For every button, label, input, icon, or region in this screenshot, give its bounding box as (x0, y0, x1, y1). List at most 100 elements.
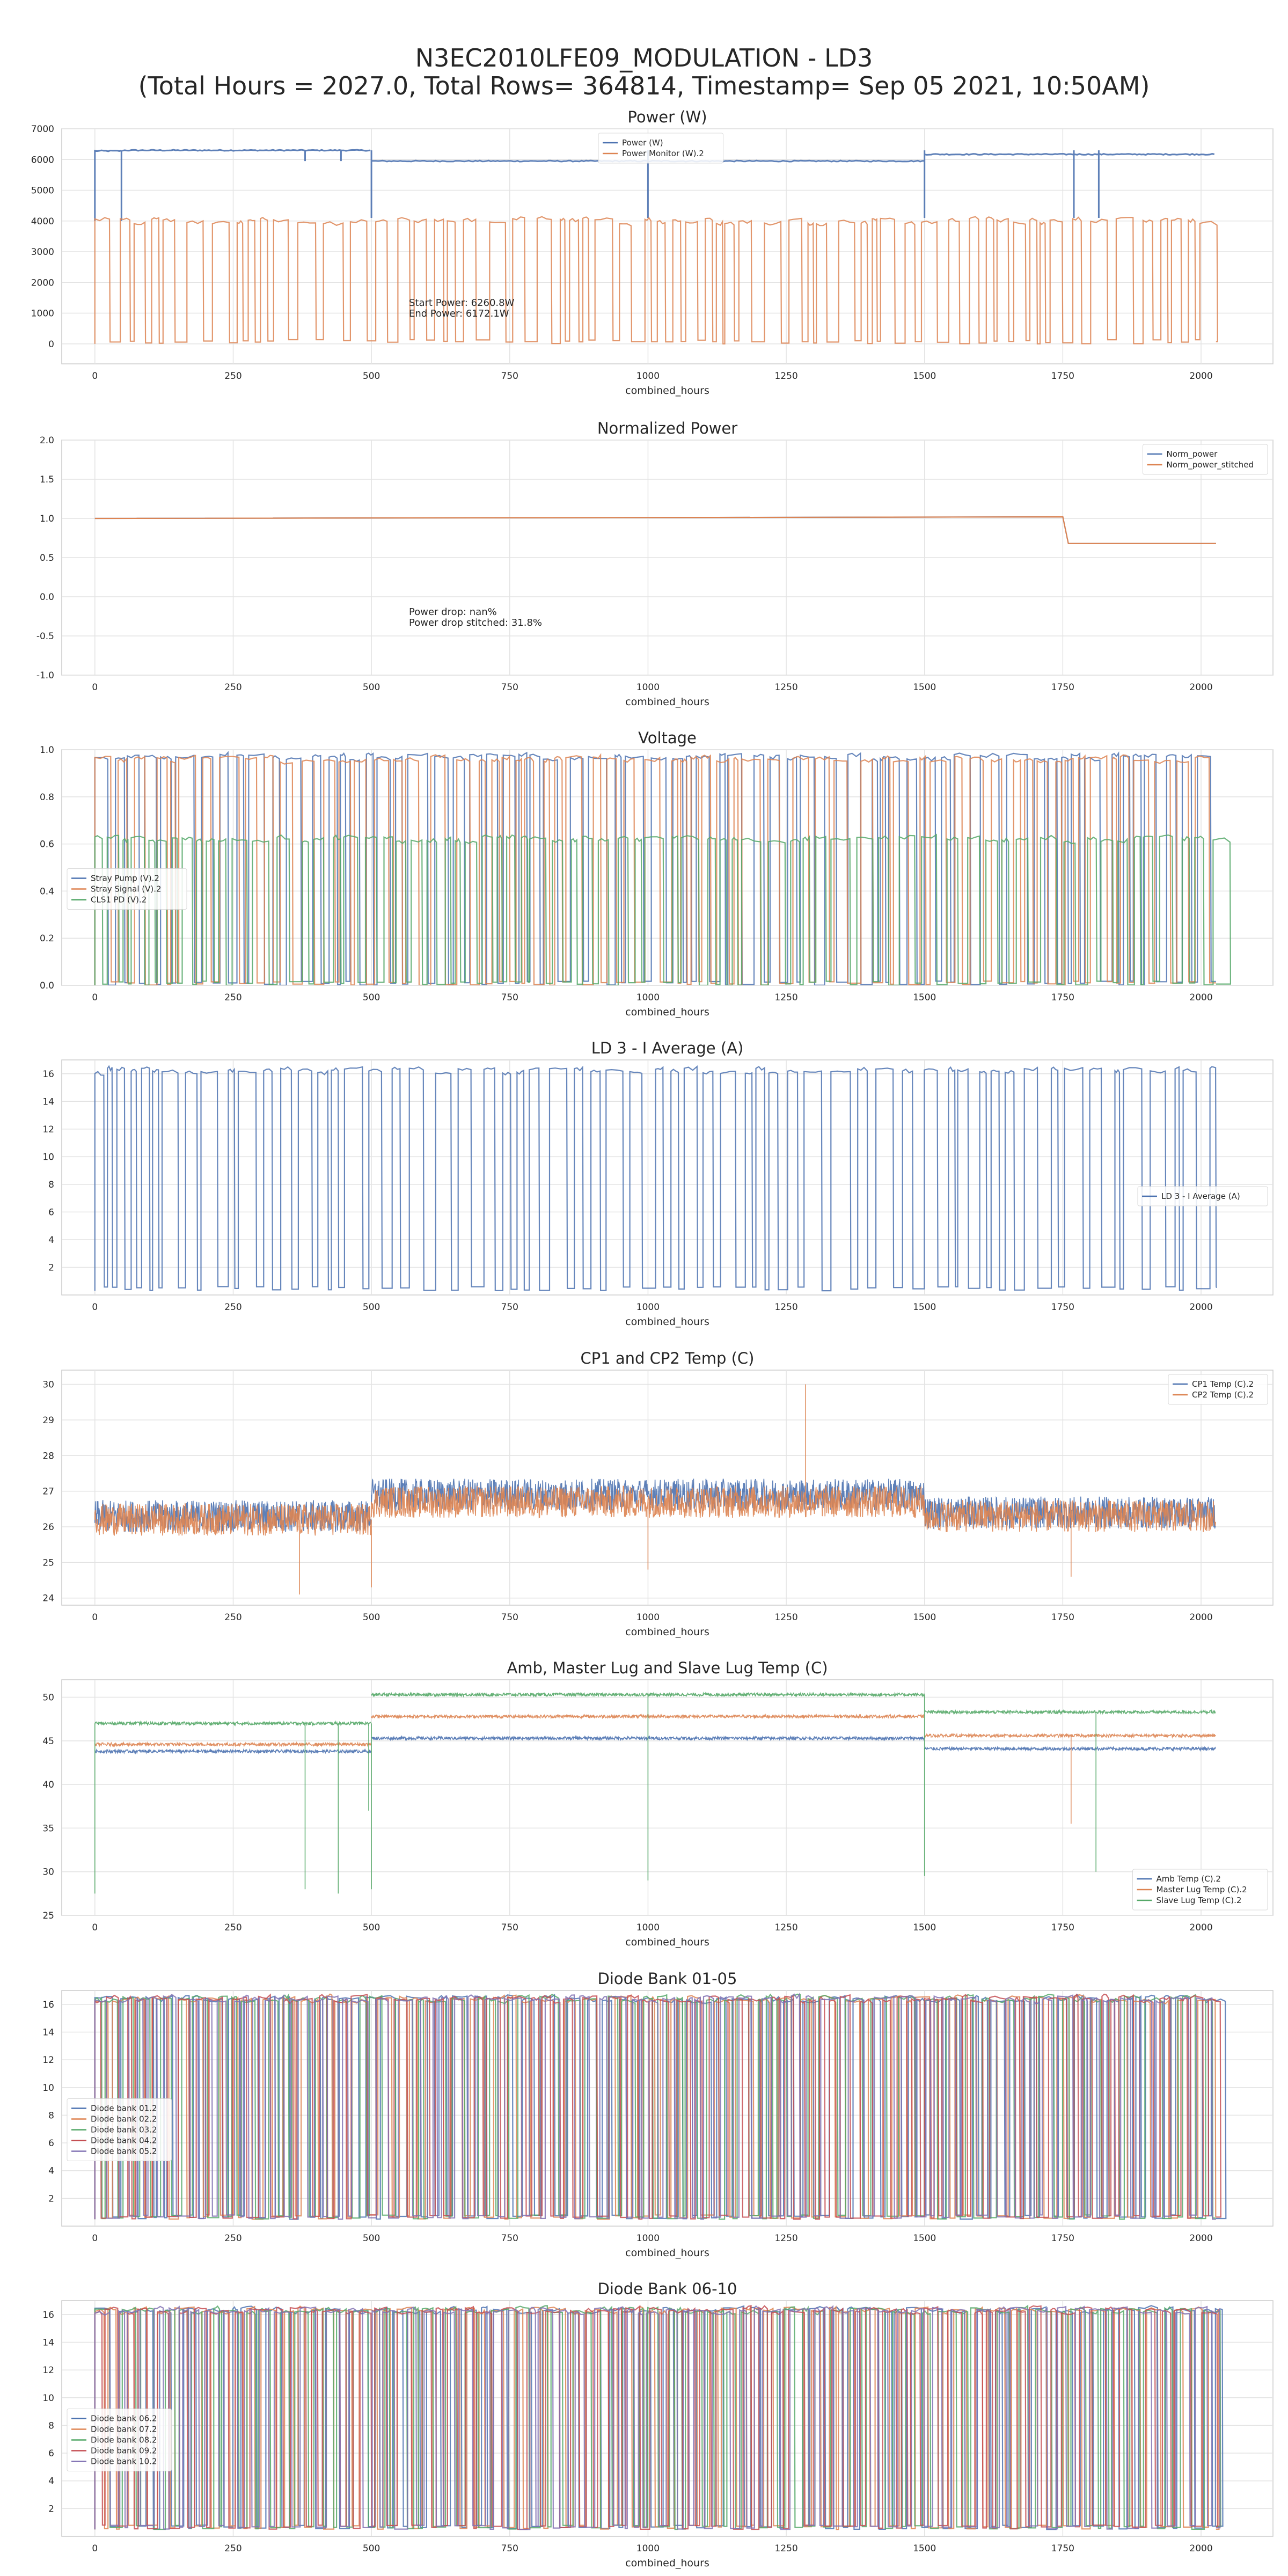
legend-label: Diode bank 06.2 (91, 2414, 157, 2424)
series-line (94, 2305, 1220, 2530)
y-tick-label: -0.5 (36, 631, 54, 642)
x-tick-label: 0 (92, 1922, 98, 1933)
y-tick-label: 14 (42, 2337, 54, 2348)
legend-label: CLS1 PD (V).2 (91, 895, 147, 905)
chart-title: Diode Bank 01-05 (598, 1970, 737, 1988)
x-tick-label: 250 (224, 2543, 241, 2554)
y-tick-label: 7000 (31, 124, 54, 135)
x-tick-label: 0 (92, 992, 98, 1003)
chart-panel-7: 0 250 500 750 1000 1250 1500 1750 2000 2 4 6 8 10 12 14… (42, 1970, 1274, 2259)
y-tick-label: 25 (42, 1557, 54, 1568)
chart-title: Normalized Power (597, 419, 737, 437)
x-tick-label: 2000 (1189, 1922, 1212, 1933)
y-tick-label: 0.0 (40, 980, 54, 991)
x-tick-label: 1000 (636, 992, 660, 1003)
x-tick-label: 1500 (913, 682, 936, 693)
y-tick-label: 4 (48, 1235, 54, 1246)
plot-area (61, 1679, 1274, 1916)
chart-title: Power (W) (627, 108, 707, 126)
series-line (94, 833, 1232, 985)
legend-label: LD 3 - I Average (A) (1161, 1191, 1240, 1201)
legend-label: Diode bank 04.2 (91, 2136, 157, 2146)
x-tick-label: 2000 (1189, 682, 1212, 693)
series-line (94, 1691, 1216, 1894)
chart-title: Diode Bank 06-10 (598, 2280, 737, 2298)
figure-title: N3EC2010LFE09_MODULATION - LD3 (Total Ho… (0, 44, 1288, 100)
legend-label: Norm_power (1167, 449, 1218, 459)
x-tick-label: 0 (92, 2543, 98, 2554)
x-tick-label: 750 (501, 2233, 518, 2244)
y-tick-label: 50 (42, 1693, 54, 1703)
x-tick-label: 1000 (636, 1612, 660, 1623)
legend-label: Diode bank 10.2 (91, 2457, 157, 2467)
x-tick-label: 750 (501, 2543, 518, 2554)
series-group (94, 1384, 1216, 1595)
x-tick-label: 250 (224, 371, 241, 382)
y-tick-label: 16 (42, 2310, 54, 2321)
y-tick-label: 10 (42, 1152, 54, 1162)
x-axis-label: combined_hours (625, 1316, 709, 1328)
legend-label: CP1 Temp (C).2 (1192, 1379, 1254, 1389)
y-tick-label: 4 (48, 2166, 54, 2177)
y-tick-label: 2.0 (40, 435, 54, 446)
y-tick-label: 29 (42, 1415, 54, 1426)
x-axis-label: combined_hours (625, 696, 709, 708)
y-tick-label: 27 (42, 1487, 54, 1497)
y-tick-label: 0.0 (40, 592, 54, 603)
y-tick-label: 0.8 (40, 792, 54, 803)
y-tick-label: 45 (42, 1736, 54, 1747)
y-tick-label: 25 (42, 1911, 54, 1921)
legend-label: Diode bank 08.2 (91, 2435, 157, 2445)
legend-label: Power (W) (622, 138, 663, 148)
legend-box (67, 2409, 172, 2471)
x-tick-label: 1500 (913, 992, 936, 1003)
y-tick-label: 26 (42, 1522, 54, 1533)
legend-box (67, 2098, 172, 2161)
legend-label: Diode bank 07.2 (91, 2425, 157, 2434)
series-line (94, 1992, 1216, 2220)
figure-title-line-2: (Total Hours = 2027.0, Total Rows= 36481… (138, 71, 1150, 100)
x-axis-label: combined_hours (625, 1936, 709, 1948)
x-tick-label: 1500 (913, 1612, 936, 1623)
chart-title: LD 3 - I Average (A) (591, 1039, 744, 1057)
x-tick-label: 1250 (774, 2543, 797, 2554)
y-tick-label: 1.5 (40, 474, 54, 485)
figure-title-line-1: N3EC2010LFE09_MODULATION - LD3 (415, 43, 873, 72)
x-tick-label: 1750 (1051, 1302, 1074, 1313)
plot-area (61, 1059, 1274, 1296)
x-tick-label: 500 (363, 1922, 380, 1933)
chart-title: CP1 and CP2 Temp (C) (581, 1349, 755, 1367)
y-tick-label: 35 (42, 1823, 54, 1834)
x-tick-label: 750 (501, 371, 518, 382)
legend-label: CP2 Temp (C).2 (1192, 1390, 1254, 1400)
x-tick-label: 0 (92, 682, 98, 693)
x-tick-label: 1250 (774, 2233, 797, 2244)
y-tick-label: 8 (48, 2110, 54, 2121)
series-group (94, 1691, 1216, 1894)
x-tick-label: 1000 (636, 371, 660, 382)
y-tick-label: 1.0 (40, 745, 54, 756)
y-tick-label: 12 (42, 1124, 54, 1135)
x-tick-label: 250 (224, 1612, 241, 1623)
x-tick-label: 0 (92, 371, 98, 382)
y-tick-label: 1.0 (40, 514, 54, 524)
series-line (94, 1993, 1216, 2220)
chart-panel-8: 0 250 500 750 1000 1250 1500 1750 2000 2 4 6 8 10 12 14… (42, 2280, 1274, 2569)
series-line (94, 1065, 1217, 1292)
legend-label: Norm_power_stitched (1167, 460, 1254, 470)
series-group (94, 1992, 1227, 2220)
legend: LD 3 - I Average (A) (1137, 1186, 1268, 1206)
y-tick-label: 0 (48, 339, 54, 350)
x-axis-label: combined_hours (625, 1006, 709, 1018)
y-tick-label: 2 (48, 2193, 54, 2204)
y-tick-label: 14 (42, 2027, 54, 2038)
x-tick-label: 1750 (1051, 2543, 1074, 2554)
x-tick-label: 750 (501, 1922, 518, 1933)
x-tick-label: 0 (92, 1612, 98, 1623)
series-line (94, 216, 1218, 345)
legend: Power (W)Power Monitor (W).2 (598, 133, 723, 164)
